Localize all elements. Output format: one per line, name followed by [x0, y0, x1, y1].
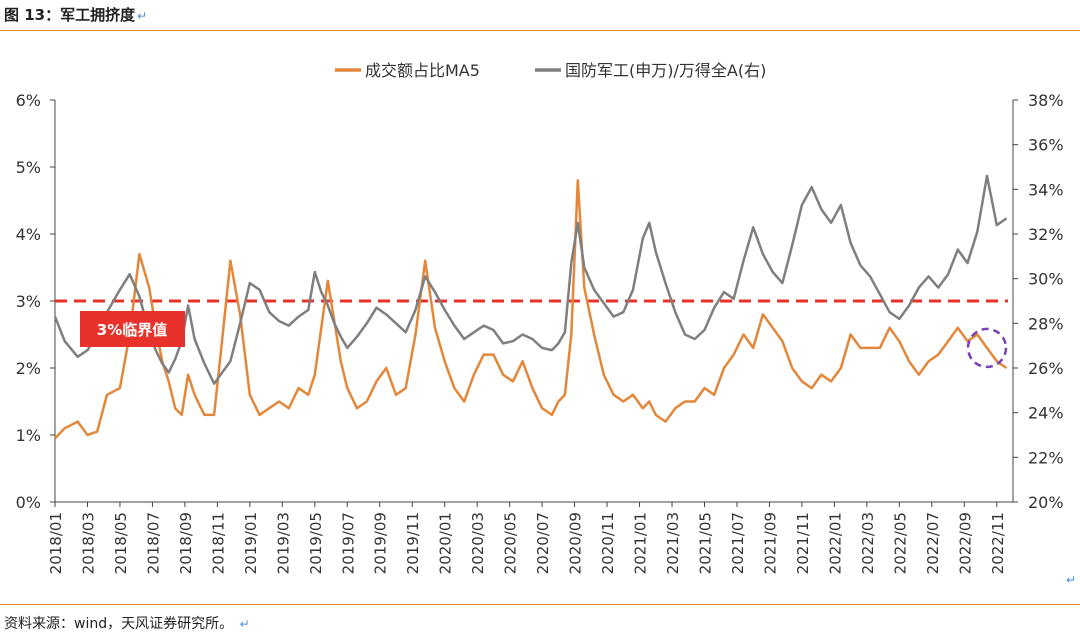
right-tick-label: 26%	[1028, 359, 1064, 378]
right-tick-label: 20%	[1028, 493, 1064, 512]
source-note: 资料来源：wind，天风证券研究所。 ↵	[4, 613, 250, 633]
x-tick-label: 2020/01	[437, 512, 455, 574]
x-tick-label: 2022/05	[891, 512, 909, 574]
x-tick-label: 2020/09	[567, 512, 585, 574]
x-tick-label: 2021/03	[664, 512, 682, 574]
left-tick-label: 6%	[16, 91, 41, 110]
chart-axes: 0% 1% 2% 3% 4% 5% 6% 20% 22% 24% 26% 28% 30% 32% 34% 36…	[16, 91, 1064, 574]
x-tick-label: 2019/07	[339, 512, 357, 574]
x-tick-label: 2022/01	[826, 512, 844, 574]
x-tick-label: 2021/01	[632, 512, 650, 574]
source-note-text: 资料来源：wind，天风证券研究所。	[4, 616, 234, 632]
x-tick-label: 2019/03	[274, 512, 292, 574]
x-tick-label: 2019/05	[307, 512, 325, 574]
x-tick-label: 2018/07	[144, 512, 162, 574]
x-tick-label: 2021/05	[696, 512, 714, 574]
figure-title-text: 图 13：军工拥挤度	[4, 6, 136, 24]
return-mark-icon-corner: ↵	[1065, 573, 1076, 587]
crowding-chart: 成交额占比MA5 国防军工(申万)/万得全A(右) 0% 1% 2% 3% 4% 5% 6% 2…	[16, 61, 1064, 574]
left-tick-label: 0%	[16, 493, 41, 512]
chart-plot: 3%临界值	[53, 174, 1008, 440]
x-tick-label: 2018/09	[177, 512, 195, 574]
x-tick-label: 2019/09	[372, 512, 390, 574]
threshold-label: 3%临界值	[97, 321, 167, 339]
x-tick-label: 2019/11	[404, 512, 422, 574]
left-tick-label: 5%	[16, 158, 41, 177]
x-tick-label: 2022/03	[859, 512, 877, 574]
source-return-mark-icon: ↵	[239, 617, 250, 631]
right-tick-label: 30%	[1028, 270, 1064, 289]
figure-title: 图 13：军工拥挤度 ↵	[4, 4, 147, 25]
top-rule	[0, 30, 1080, 31]
x-tick-label: 2019/01	[242, 512, 260, 574]
x-tick-label: 2020/03	[469, 512, 487, 574]
right-tick-label: 28%	[1028, 314, 1064, 333]
x-tick-label: 2022/09	[956, 512, 974, 574]
x-tick-label: 2020/05	[502, 512, 520, 574]
bottom-rule	[0, 604, 1080, 605]
x-tick-label: 2022/07	[924, 512, 942, 574]
right-tick-label: 22%	[1028, 448, 1064, 467]
left-tick-label: 2%	[16, 359, 41, 378]
right-tick-label: 36%	[1028, 136, 1064, 155]
legend-label-1: 成交额占比MA5	[365, 61, 480, 80]
chart-legend: 成交额占比MA5 国防军工(申万)/万得全A(右)	[335, 61, 766, 80]
x-tick-label: 2020/07	[534, 512, 552, 574]
x-tick-label: 2020/11	[599, 512, 617, 574]
x-tick-label: 2021/11	[794, 512, 812, 574]
right-tick-label: 38%	[1028, 91, 1064, 110]
x-tick-label: 2022/11	[989, 512, 1007, 574]
series-line-2	[53, 174, 1008, 385]
highlight-circle	[966, 327, 1008, 369]
x-tick-label: 2021/07	[729, 512, 747, 574]
left-tick-label: 4%	[16, 225, 41, 244]
legend-label-2: 国防军工(申万)/万得全A(右)	[565, 61, 766, 80]
right-tick-label: 34%	[1028, 180, 1064, 199]
return-mark-icon: ↵	[137, 9, 148, 23]
right-tick-label: 24%	[1028, 404, 1064, 423]
x-tick-label: 2018/01	[47, 512, 65, 574]
x-tick-label: 2021/09	[761, 512, 779, 574]
x-tick-label: 2018/11	[209, 512, 227, 574]
x-tick-label: 2018/05	[112, 512, 130, 574]
right-tick-label: 32%	[1028, 225, 1064, 244]
series-line-1	[54, 179, 1008, 440]
left-tick-label: 1%	[16, 426, 41, 445]
x-tick-label: 2018/03	[79, 512, 97, 574]
threshold-label-box	[80, 311, 185, 347]
left-tick-label: 3%	[16, 292, 41, 311]
